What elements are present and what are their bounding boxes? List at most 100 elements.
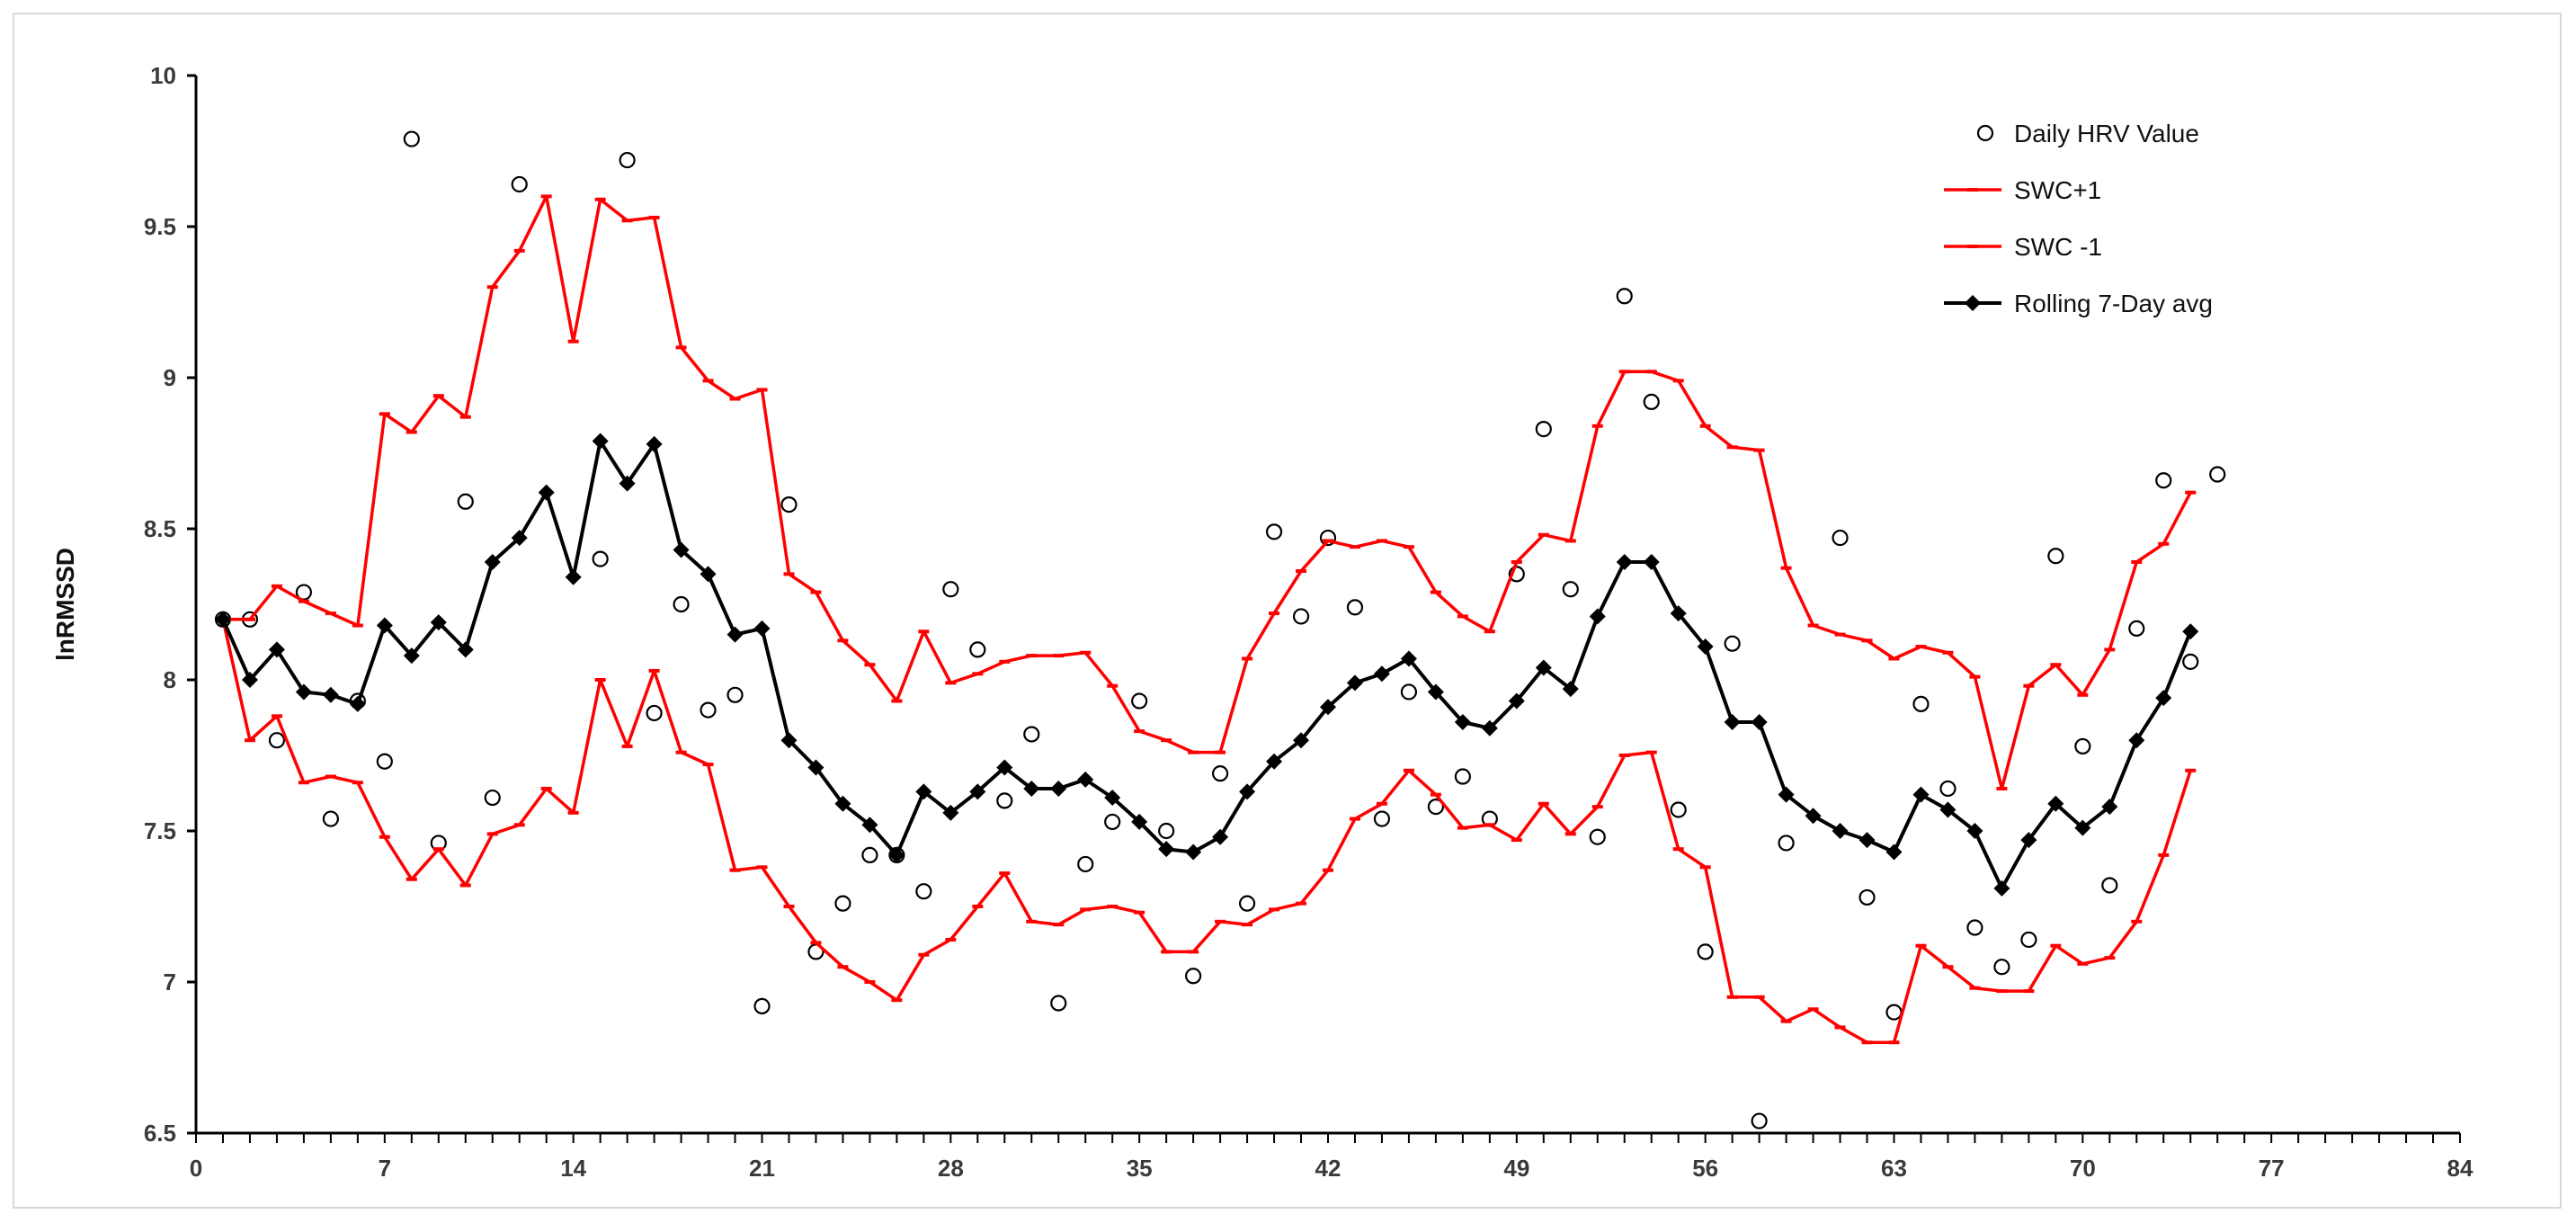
avg-point (1239, 783, 1256, 800)
avg-point (592, 433, 609, 450)
avg-point (1589, 608, 1606, 625)
hrv-point (268, 732, 286, 749)
hrv-point (861, 846, 878, 863)
x-tick-label: 63 (1881, 1155, 1907, 1182)
x-tick-label: 14 (560, 1155, 586, 1182)
hrv-point (1131, 692, 1148, 710)
hrv-point (942, 581, 959, 598)
avg-point (1266, 753, 1283, 770)
series-0 (214, 130, 2226, 1129)
avg-point (1832, 823, 1849, 839)
avg-point (700, 566, 717, 583)
series-line (223, 194, 2192, 790)
hrv-point (1885, 1004, 1903, 1021)
avg-point (1454, 714, 1471, 731)
avg-point (457, 641, 474, 658)
legend-item-3: Rolling 7-Day avg (1944, 290, 2213, 317)
hrv-point (673, 595, 690, 613)
hrv-point (1562, 581, 1579, 598)
avg-point (2074, 819, 2091, 836)
x-tick-label: 42 (1315, 1155, 1341, 1182)
x-tick-label: 0 (190, 1155, 202, 1182)
y-tick-label: 8.5 (144, 515, 176, 542)
avg-point (1481, 719, 1498, 736)
hrv-point (2182, 653, 2199, 670)
avg-point (1805, 808, 1822, 825)
hrv-line-chart: 6.5 7 7.5 8 8.5 9 9.5 10 0 7 14 21 28 35 42 49 56 63 70 77 8… (51, 62, 2473, 1182)
avg-point (295, 683, 312, 701)
series-3 (214, 433, 2199, 897)
avg-point (1670, 605, 1687, 622)
legend-item-1: SWC+1 (1944, 176, 2101, 204)
hrv-point (2128, 620, 2145, 637)
avg-point (1508, 692, 1525, 710)
avg-point (646, 435, 663, 452)
hrv-point (1993, 959, 2010, 976)
avg-point (1185, 844, 1202, 861)
avg-point (861, 817, 878, 834)
avg-point (1293, 732, 1310, 749)
avg-point (1050, 780, 1067, 797)
hrv-point (996, 792, 1013, 809)
avg-point (1077, 771, 1094, 788)
avg-point (2182, 623, 2199, 640)
avg-point (511, 530, 528, 547)
x-tick-label: 7 (379, 1155, 391, 1182)
avg-point (268, 641, 285, 658)
avg-point (214, 611, 231, 628)
hrv-point (1939, 780, 1957, 798)
hrv-point (834, 895, 851, 912)
hrv-point (915, 883, 932, 900)
avg-point (1993, 879, 2010, 897)
hrv-point (1832, 529, 1849, 547)
hrv-point (1508, 566, 1525, 583)
hrv-point (1912, 695, 1930, 712)
series-2 (217, 617, 2197, 1045)
hrv-point (403, 130, 420, 147)
avg-point (1427, 683, 1444, 701)
series-layer (214, 130, 2226, 1129)
hrv-point (1104, 813, 1121, 831)
avg-point (1023, 780, 1040, 797)
avg-point (1778, 786, 1795, 803)
legend-item-0: Daily HRV Value (1976, 120, 2199, 147)
x-tick-label: 35 (1127, 1155, 1153, 1182)
hrv-point (1158, 822, 1175, 840)
avg-point (322, 686, 339, 703)
avg-point (996, 759, 1013, 776)
hrv-point (2101, 877, 2118, 894)
legend-marker (1976, 124, 1994, 142)
y-tick-label: 6.5 (144, 1120, 176, 1147)
x-tick-label: 77 (2259, 1155, 2285, 1182)
avg-point (376, 617, 393, 634)
avg-point (2128, 732, 2145, 749)
hrv-point (2074, 737, 2091, 755)
avg-point (1346, 674, 1363, 692)
legend-label: SWC -1 (2014, 233, 2102, 261)
legend-item-2: SWC -1 (1944, 233, 2102, 261)
hrv-point (1427, 799, 1445, 816)
avg-point (753, 620, 771, 637)
avg-point (565, 568, 582, 585)
avg-point (1320, 699, 1336, 716)
x-tick-label: 28 (938, 1155, 964, 1182)
avg-point (2101, 799, 2118, 816)
avg-point (1724, 714, 1741, 731)
x-tick-label: 21 (749, 1155, 775, 1182)
hrv-point (1670, 801, 1687, 818)
avg-point (1939, 801, 1957, 818)
hrv-point (646, 704, 663, 722)
hrv-point (1400, 683, 1418, 701)
avg-point (807, 759, 824, 776)
avg-point (1535, 659, 1552, 676)
legend-marker (1965, 295, 1981, 311)
y-tick-label: 8 (164, 666, 176, 693)
hrv-point (2020, 931, 2037, 949)
legend-label: Daily HRV Value (2014, 120, 2199, 147)
series-1 (217, 194, 2197, 790)
avg-point (1131, 813, 1148, 830)
hrv-point (1858, 888, 1876, 906)
hrv-point (753, 997, 771, 1014)
avg-point (2020, 832, 2037, 849)
avg-point (915, 783, 932, 800)
